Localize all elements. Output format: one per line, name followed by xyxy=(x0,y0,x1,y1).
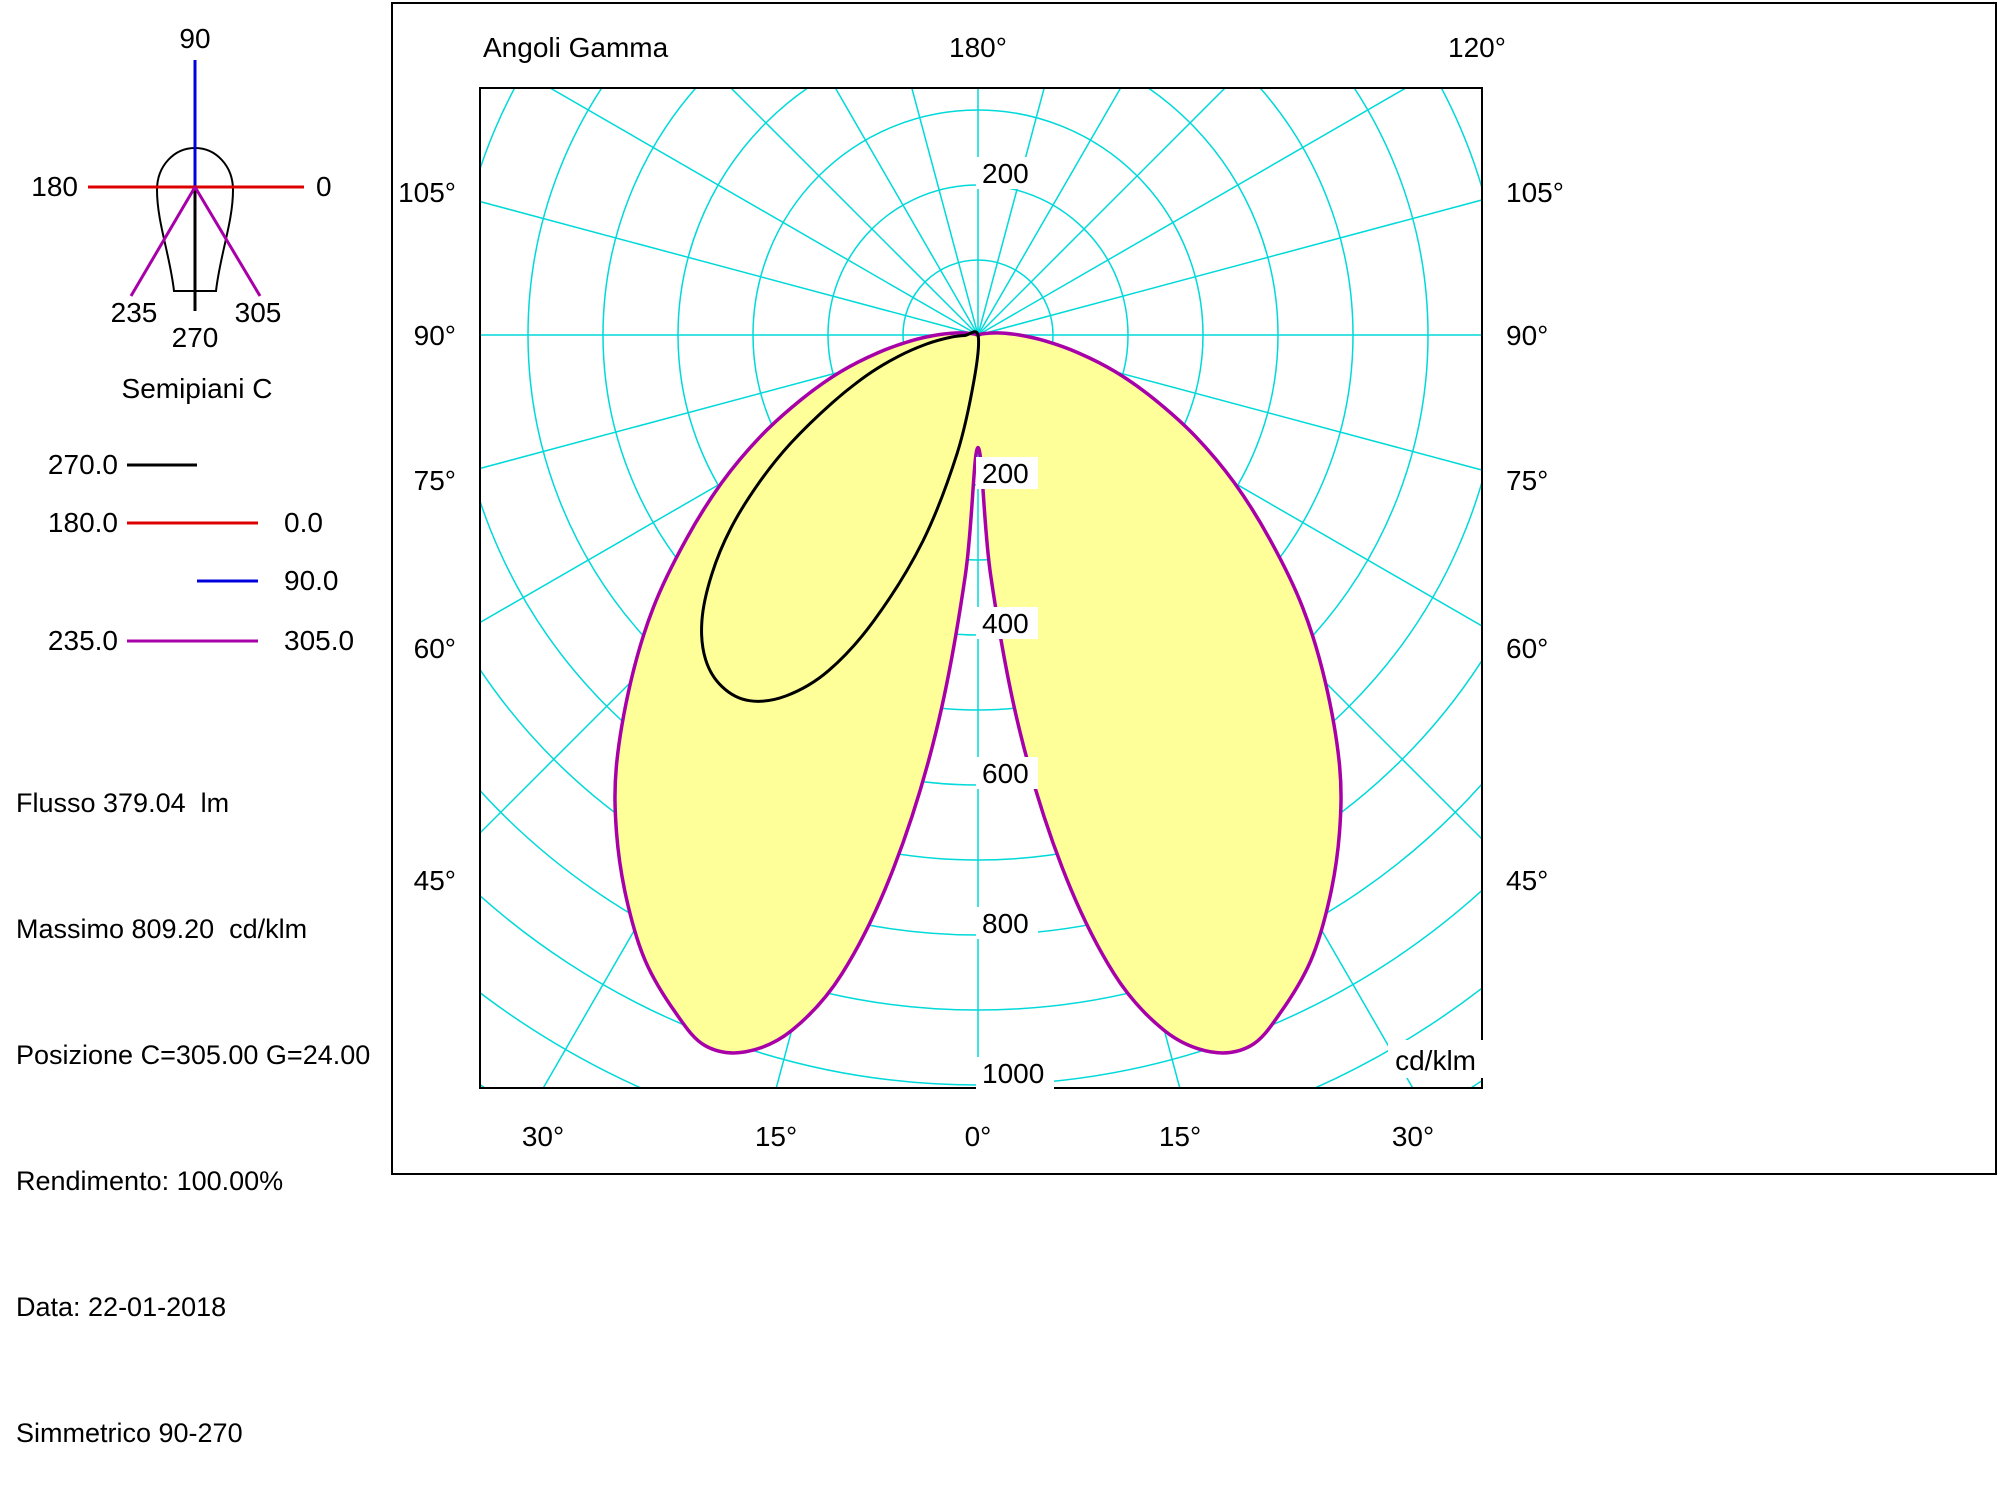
radial-tick-label: 800 xyxy=(976,907,1038,939)
gamma-bottom-label: 30° xyxy=(1392,1121,1434,1152)
grid-spoke xyxy=(480,200,979,336)
axis-90-label: 90 xyxy=(179,23,210,54)
grid-spoke xyxy=(548,88,979,336)
grid-spoke xyxy=(977,199,1482,336)
gamma-side-label-right: 75° xyxy=(1506,465,1548,496)
unit-label-group: cd/klm xyxy=(1388,1040,1484,1078)
grid-spoke xyxy=(834,88,979,336)
radial-tick-label: 400 xyxy=(976,607,1038,639)
legend-305-label: 305.0 xyxy=(284,625,354,656)
grid-spoke xyxy=(977,88,1408,336)
grid-spoke xyxy=(729,88,979,336)
stat-flusso: Flusso 379.04 lm xyxy=(16,788,230,818)
legend-180-label: 180.0 xyxy=(48,507,118,538)
radial-tick-label: 1000 xyxy=(976,1057,1054,1089)
svg-text:200: 200 xyxy=(982,158,1029,189)
curve-c270 xyxy=(700,330,981,703)
gamma-side-label-right: 105° xyxy=(1506,177,1564,208)
unit-label-bg xyxy=(1388,1040,1484,1078)
svg-text:600: 600 xyxy=(982,758,1029,789)
plot-title: Angoli Gamma xyxy=(483,32,669,63)
axis-305-label: 305 xyxy=(235,297,282,328)
gamma-side-label-right: 90° xyxy=(1506,320,1548,351)
gamma-side-label-left: 75° xyxy=(414,465,456,496)
grid-spoke xyxy=(977,88,1045,336)
gamma-bottom-label: 0° xyxy=(965,1121,992,1152)
stat-simmetrico: Simmetrico 90-270 xyxy=(16,1418,243,1448)
axis-305-line xyxy=(193,186,262,297)
stat-rendimento: Rendimento: 100.00% xyxy=(16,1166,284,1196)
axis-270-label: 270 xyxy=(172,322,219,353)
legend-235-label: 235.0 xyxy=(48,625,118,656)
gamma-180-top-label: 180° xyxy=(949,32,1007,63)
legend-0-label: 0.0 xyxy=(284,507,323,538)
gamma-side-label-left: 90° xyxy=(414,320,456,351)
grid-spoke xyxy=(480,334,979,470)
gamma-side-label-left: 60° xyxy=(414,633,456,664)
photometric-stats: Flusso 379.04 lm Massimo 809.20 cd/klm P… xyxy=(16,698,370,1496)
grid-spoke xyxy=(977,88,1122,336)
axis-235-label: 235 xyxy=(111,297,158,328)
gamma-bottom-label: 30° xyxy=(522,1121,564,1152)
radial-tick-label: 200 xyxy=(976,157,1038,189)
gamma-side-label-left: 45° xyxy=(414,865,456,896)
svg-text:400: 400 xyxy=(982,608,1029,639)
radial-tick-label: 600 xyxy=(976,757,1038,789)
gamma-120-top-label: 120° xyxy=(1448,32,1506,63)
curves-layer xyxy=(613,330,1343,1055)
svg-text:800: 800 xyxy=(982,908,1029,939)
gamma-bottom-label: 15° xyxy=(755,1121,797,1152)
unit-label: cd/klm xyxy=(1395,1045,1476,1076)
gamma-side-label-right: 60° xyxy=(1506,633,1548,664)
legend-270-label: 270.0 xyxy=(48,449,118,480)
axis-0-label: 0 xyxy=(316,171,332,202)
grid-spoke xyxy=(977,88,1227,336)
polar-diagram-panel: 200 400 600 800 1000 200 105° 105° 90° 90° 75° 75° 6… xyxy=(391,2,1997,1175)
stat-posizione: Posizione C=305.00 G=24.00 xyxy=(16,1040,371,1070)
grid-spoke xyxy=(977,334,1482,471)
axis-180-label: 180 xyxy=(31,171,78,202)
legend-90-label: 90.0 xyxy=(284,565,339,596)
gamma-side-label-right: 45° xyxy=(1506,865,1548,896)
svg-text:200: 200 xyxy=(982,458,1029,489)
gamma-bottom-label: 15° xyxy=(1159,1121,1201,1152)
svg-text:1000: 1000 xyxy=(982,1058,1044,1089)
axis-235-line xyxy=(129,186,197,297)
stat-massimo: Massimo 809.20 cd/klm xyxy=(16,914,308,944)
gamma-side-label-left: 105° xyxy=(398,177,456,208)
semipiani-title: Semipiani C xyxy=(122,373,273,404)
grid-spoke xyxy=(911,88,979,336)
sidebar-panel: 90 180 0 235 305 270 Semipiani C 270.0 1… xyxy=(31,23,354,656)
curve-c235-305 xyxy=(613,331,1343,1055)
labels-layer: 200 400 600 800 1000 200 105° 105° 90° 90° 75° 75° 6… xyxy=(398,157,1564,1152)
stat-data: Data: 22-01-2018 xyxy=(16,1292,227,1322)
radial-tick-label: 200 xyxy=(976,457,1038,489)
